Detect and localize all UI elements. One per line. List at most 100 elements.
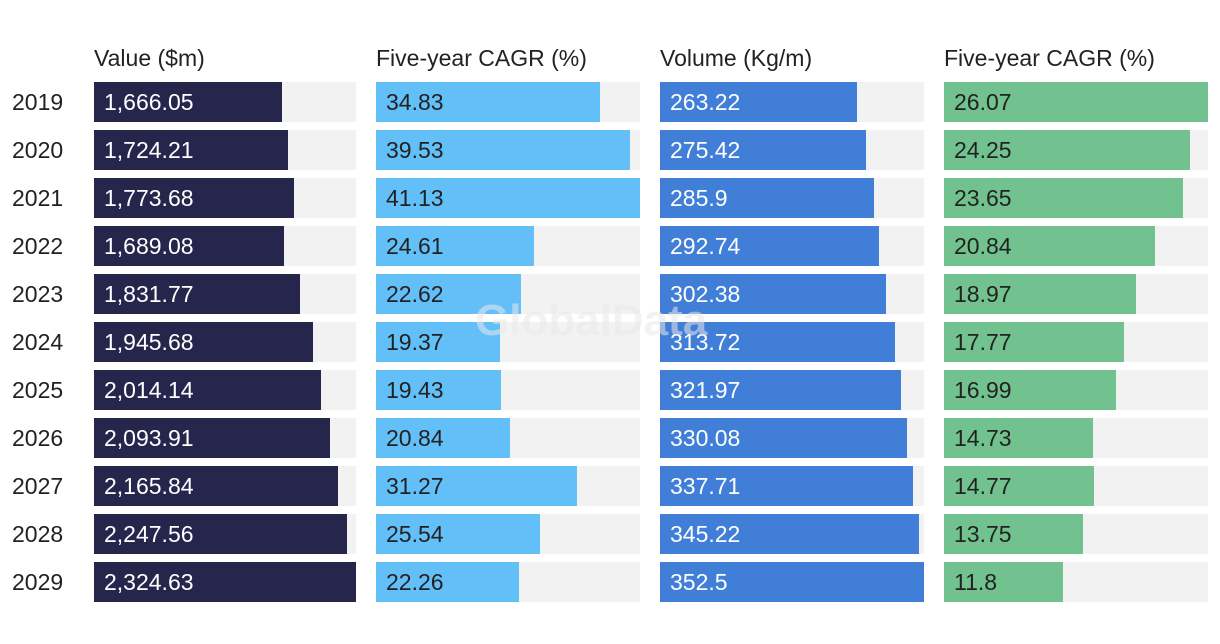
bar xyxy=(660,130,867,170)
bar-track: 337.71 xyxy=(660,466,924,506)
bar-value-label: 14.73 xyxy=(954,425,1012,451)
bar-value-label: 26.07 xyxy=(954,89,1012,115)
bar-value-label: 1,773.68 xyxy=(104,185,194,211)
bar-value-label: 1,666.05 xyxy=(104,89,194,115)
bar xyxy=(376,562,519,602)
bar-value-label: 24.25 xyxy=(954,137,1012,163)
bar-track: 13.75 xyxy=(944,514,1208,554)
bar-value-label: 1,689.08 xyxy=(104,233,194,259)
year-label: 2019 xyxy=(12,89,64,115)
bar-track: 24.61 xyxy=(376,226,640,266)
bar-value-label: 41.13 xyxy=(386,185,444,211)
bar-track: 22.26 xyxy=(376,562,640,602)
year-label: 2028 xyxy=(12,521,64,547)
bar xyxy=(94,322,314,362)
bar-track: 263.22 xyxy=(660,82,924,122)
bar-track: 285.9 xyxy=(660,178,924,218)
bar-value-label: 2,165.84 xyxy=(104,473,194,499)
bar-value-label: 16.99 xyxy=(954,377,1012,403)
year-label: 2023 xyxy=(12,281,64,307)
bar-track: 18.97 xyxy=(944,274,1208,314)
bar xyxy=(660,562,924,602)
bar-value-label: 275.42 xyxy=(670,137,741,163)
bar xyxy=(944,562,1064,602)
bar-value-label: 352.5 xyxy=(670,569,728,595)
bar xyxy=(376,274,522,314)
bar-value-label: 14.77 xyxy=(954,473,1012,499)
bar-track: 25.54 xyxy=(376,514,640,554)
bar-track: 23.65 xyxy=(944,178,1208,218)
bar-track: 2,165.84 xyxy=(94,466,356,506)
bar xyxy=(376,370,501,410)
bar xyxy=(376,82,600,122)
bar xyxy=(94,178,294,218)
bar-value-label: 22.26 xyxy=(386,569,444,595)
bar-track: 24.25 xyxy=(944,130,1208,170)
bar-value-label: 1,945.68 xyxy=(104,329,194,355)
bar-value-label: 321.97 xyxy=(670,377,741,403)
bar xyxy=(944,322,1124,362)
bar-value-label: 25.54 xyxy=(386,521,444,547)
bar-track: 302.38 xyxy=(660,274,924,314)
bar-track: 330.08 xyxy=(660,418,924,458)
column-title: Value ($m) xyxy=(94,45,205,71)
bar-track: 14.73 xyxy=(944,418,1208,458)
bar-value-label: 263.22 xyxy=(670,89,741,115)
bar xyxy=(944,514,1084,554)
bar xyxy=(660,274,887,314)
bar-track: 275.42 xyxy=(660,130,924,170)
bar xyxy=(944,130,1190,170)
bar xyxy=(660,370,902,410)
bar-track: 14.77 xyxy=(944,466,1208,506)
bar xyxy=(94,370,321,410)
bar xyxy=(660,82,858,122)
bar xyxy=(376,466,577,506)
bar-value-label: 313.72 xyxy=(670,329,741,355)
bar-value-label: 1,831.77 xyxy=(104,281,194,307)
bar xyxy=(944,370,1117,410)
bar-track: 1,666.05 xyxy=(94,82,356,122)
bar-value-label: 1,724.21 xyxy=(104,137,194,163)
bar-track: 352.5 xyxy=(660,562,924,602)
bar-track: 2,247.56 xyxy=(94,514,356,554)
bar xyxy=(376,322,501,362)
bar-track: 313.72 xyxy=(660,322,924,362)
bar-value-label: 19.37 xyxy=(386,329,444,355)
bar-value-label: 285.9 xyxy=(670,185,728,211)
bar xyxy=(376,130,630,170)
bar-track: 2,014.14 xyxy=(94,370,356,410)
bar-track: 11.8 xyxy=(944,562,1208,602)
bar-value-label: 337.71 xyxy=(670,473,741,499)
bar-track: 20.84 xyxy=(944,226,1208,266)
bar-track: 19.37 xyxy=(376,322,640,362)
bar xyxy=(944,274,1137,314)
bar-track: 16.99 xyxy=(944,370,1208,410)
year-label: 2025 xyxy=(12,377,64,403)
bar xyxy=(944,82,1208,122)
bar-track: 345.22 xyxy=(660,514,924,554)
bar-value-label: 34.83 xyxy=(386,89,444,115)
year-label: 2020 xyxy=(12,137,64,163)
bar-value-label: 292.74 xyxy=(670,233,741,259)
bar-track: 2,093.91 xyxy=(94,418,356,458)
bar xyxy=(660,226,880,266)
bar xyxy=(944,178,1184,218)
bar xyxy=(660,514,919,554)
bar-track: 2,324.63 xyxy=(94,562,356,602)
bar-track: 1,689.08 xyxy=(94,226,356,266)
bar-value-label: 13.75 xyxy=(954,521,1012,547)
bar xyxy=(376,514,540,554)
bar-track: 22.62 xyxy=(376,274,640,314)
bar-track: 1,773.68 xyxy=(94,178,356,218)
bar xyxy=(94,466,339,506)
bar xyxy=(660,178,875,218)
bar-track: 31.27 xyxy=(376,466,640,506)
bar-track: 26.07 xyxy=(944,82,1208,122)
bar-value-label: 24.61 xyxy=(386,233,444,259)
bar xyxy=(660,466,913,506)
bar xyxy=(944,226,1156,266)
bar-track: 39.53 xyxy=(376,130,640,170)
bar-value-label: 20.84 xyxy=(386,425,444,451)
bar xyxy=(944,418,1094,458)
bar-track: 34.83 xyxy=(376,82,640,122)
